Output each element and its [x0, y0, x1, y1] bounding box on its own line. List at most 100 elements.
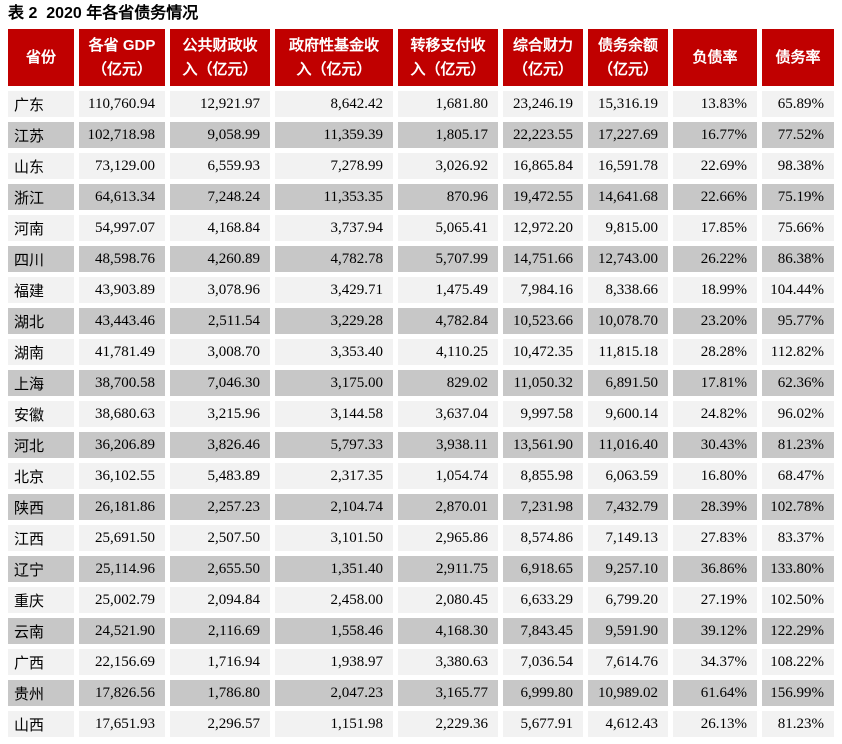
cell-debt-ratio: 102.78% [762, 494, 834, 520]
cell-debt-ratio: 98.38% [762, 153, 834, 179]
cell-transfer-payment-revenue: 829.02 [398, 370, 498, 396]
table-row: 北京 36,102.55 5,483.89 2,317.35 1,054.74 … [8, 463, 834, 489]
cell-comprehensive-financial-capacity: 6,999.80 [503, 680, 583, 706]
col-header-gdp: 各省 GDP （亿元） [79, 29, 165, 86]
cell-transfer-payment-revenue: 1,681.80 [398, 91, 498, 117]
cell-public-finance-revenue: 6,559.93 [170, 153, 270, 179]
cell-liability-ratio: 22.69% [673, 153, 757, 179]
cell-province: 辽宁 [8, 556, 74, 582]
cell-govt-fund-revenue: 11,353.35 [275, 184, 393, 210]
cell-province: 山西 [8, 711, 74, 737]
cell-province: 湖南 [8, 339, 74, 365]
cell-comprehensive-financial-capacity: 12,972.20 [503, 215, 583, 241]
cell-province: 江苏 [8, 122, 74, 148]
table-row: 辽宁 25,114.96 2,655.50 1,351.40 2,911.75 … [8, 556, 834, 582]
cell-gdp: 64,613.34 [79, 184, 165, 210]
cell-public-finance-revenue: 1,786.80 [170, 680, 270, 706]
cell-liability-ratio: 39.12% [673, 618, 757, 644]
cell-comprehensive-financial-capacity: 7,231.98 [503, 494, 583, 520]
table-row: 江苏 102,718.98 9,058.99 11,359.39 1,805.1… [8, 122, 834, 148]
cell-liability-ratio: 30.43% [673, 432, 757, 458]
cell-debt-ratio: 102.50% [762, 587, 834, 613]
col-header-govt-fund-revenue: 政府性基金收 入（亿元） [275, 29, 393, 86]
cell-transfer-payment-revenue: 2,080.45 [398, 587, 498, 613]
cell-public-finance-revenue: 7,046.30 [170, 370, 270, 396]
cell-liability-ratio: 17.85% [673, 215, 757, 241]
cell-govt-fund-revenue: 3,429.71 [275, 277, 393, 303]
cell-debt-ratio: 81.23% [762, 711, 834, 737]
cell-gdp: 36,102.55 [79, 463, 165, 489]
cell-debt-ratio: 156.99% [762, 680, 834, 706]
table-row: 安徽 38,680.63 3,215.96 3,144.58 3,637.04 … [8, 401, 834, 427]
cell-transfer-payment-revenue: 4,110.25 [398, 339, 498, 365]
cell-debt-ratio: 62.36% [762, 370, 834, 396]
cell-comprehensive-financial-capacity: 13,561.90 [503, 432, 583, 458]
cell-transfer-payment-revenue: 2,229.36 [398, 711, 498, 737]
cell-transfer-payment-revenue: 4,168.30 [398, 618, 498, 644]
cell-public-finance-revenue: 3,078.96 [170, 277, 270, 303]
cell-comprehensive-financial-capacity: 8,855.98 [503, 463, 583, 489]
cell-province: 湖北 [8, 308, 74, 334]
cell-transfer-payment-revenue: 3,380.63 [398, 649, 498, 675]
cell-gdp: 41,781.49 [79, 339, 165, 365]
cell-transfer-payment-revenue: 3,637.04 [398, 401, 498, 427]
cell-province: 山东 [8, 153, 74, 179]
cell-province: 贵州 [8, 680, 74, 706]
cell-debt-balance: 10,078.70 [588, 308, 668, 334]
cell-comprehensive-financial-capacity: 11,050.32 [503, 370, 583, 396]
cell-liability-ratio: 26.22% [673, 246, 757, 272]
cell-debt-balance: 8,338.66 [588, 277, 668, 303]
cell-liability-ratio: 24.82% [673, 401, 757, 427]
cell-comprehensive-financial-capacity: 7,036.54 [503, 649, 583, 675]
cell-province: 浙江 [8, 184, 74, 210]
header-row: 省份 各省 GDP （亿元） 公共财政收 入（亿元） 政府性基金收 入（亿元） … [8, 29, 834, 86]
cell-gdp: 25,691.50 [79, 525, 165, 551]
cell-debt-ratio: 95.77% [762, 308, 834, 334]
cell-comprehensive-financial-capacity: 6,918.65 [503, 556, 583, 582]
cell-transfer-payment-revenue: 870.96 [398, 184, 498, 210]
col-header-transfer-payment-revenue: 转移支付收 入（亿元） [398, 29, 498, 86]
cell-gdp: 48,598.76 [79, 246, 165, 272]
cell-debt-balance: 6,063.59 [588, 463, 668, 489]
cell-gdp: 26,181.86 [79, 494, 165, 520]
cell-public-finance-revenue: 3,215.96 [170, 401, 270, 427]
cell-gdp: 43,903.89 [79, 277, 165, 303]
cell-province: 广东 [8, 91, 74, 117]
cell-debt-balance: 9,815.00 [588, 215, 668, 241]
cell-transfer-payment-revenue: 5,707.99 [398, 246, 498, 272]
table-row: 河南 54,997.07 4,168.84 3,737.94 5,065.41 … [8, 215, 834, 241]
cell-gdp: 17,826.56 [79, 680, 165, 706]
cell-public-finance-revenue: 2,655.50 [170, 556, 270, 582]
cell-province: 四川 [8, 246, 74, 272]
cell-liability-ratio: 28.28% [673, 339, 757, 365]
cell-gdp: 25,114.96 [79, 556, 165, 582]
cell-transfer-payment-revenue: 2,870.01 [398, 494, 498, 520]
cell-debt-balance: 4,612.43 [588, 711, 668, 737]
cell-comprehensive-financial-capacity: 9,997.58 [503, 401, 583, 427]
cell-transfer-payment-revenue: 3,165.77 [398, 680, 498, 706]
cell-comprehensive-financial-capacity: 5,677.91 [503, 711, 583, 737]
cell-public-finance-revenue: 2,507.50 [170, 525, 270, 551]
cell-debt-balance: 7,149.13 [588, 525, 668, 551]
table-row: 陕西 26,181.86 2,257.23 2,104.74 2,870.01 … [8, 494, 834, 520]
cell-debt-balance: 9,600.14 [588, 401, 668, 427]
cell-gdp: 25,002.79 [79, 587, 165, 613]
cell-liability-ratio: 16.77% [673, 122, 757, 148]
cell-transfer-payment-revenue: 1,805.17 [398, 122, 498, 148]
cell-public-finance-revenue: 2,094.84 [170, 587, 270, 613]
col-header-debt-balance: 债务余额 （亿元） [588, 29, 668, 86]
cell-debt-balance: 11,016.40 [588, 432, 668, 458]
table-row: 山东 73,129.00 6,559.93 7,278.99 3,026.92 … [8, 153, 834, 179]
cell-comprehensive-financial-capacity: 7,843.45 [503, 618, 583, 644]
cell-govt-fund-revenue: 2,104.74 [275, 494, 393, 520]
cell-comprehensive-financial-capacity: 8,574.86 [503, 525, 583, 551]
cell-public-finance-revenue: 12,921.97 [170, 91, 270, 117]
cell-gdp: 24,521.90 [79, 618, 165, 644]
cell-comprehensive-financial-capacity: 23,246.19 [503, 91, 583, 117]
cell-transfer-payment-revenue: 4,782.84 [398, 308, 498, 334]
col-header-comprehensive-financial-capacity: 综合财力 （亿元） [503, 29, 583, 86]
cell-province: 广西 [8, 649, 74, 675]
cell-liability-ratio: 27.83% [673, 525, 757, 551]
cell-debt-balance: 9,591.90 [588, 618, 668, 644]
cell-debt-balance: 6,891.50 [588, 370, 668, 396]
